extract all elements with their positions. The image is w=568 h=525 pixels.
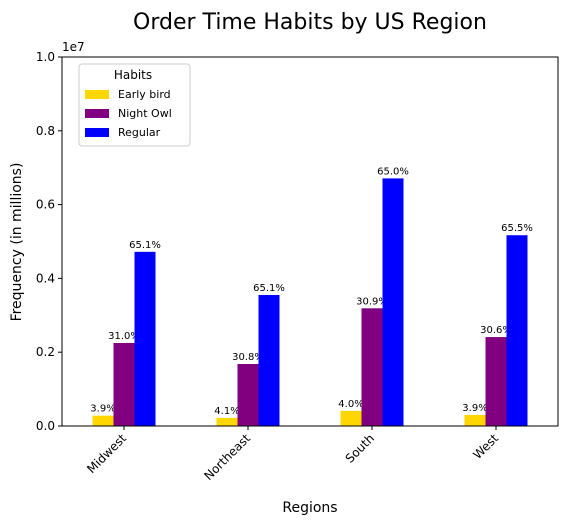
- y-tick-label: 0.6: [36, 198, 55, 212]
- bar-value-label: 65.5%: [501, 223, 533, 234]
- bar-value-label: 30.9%: [356, 296, 388, 307]
- y-axis-label: Frequency (in millions): [9, 163, 25, 322]
- legend-swatch: [85, 109, 109, 118]
- bar-regular-west: [506, 235, 528, 426]
- bar-night-owl-midwest: [113, 342, 135, 426]
- legend-entry-label: Night Owl: [118, 107, 172, 120]
- bar-value-label: 31.0%: [108, 331, 140, 342]
- y-tick-label: 0.4: [36, 271, 55, 285]
- bar-value-label: 3.9%: [90, 404, 115, 415]
- legend: Habits Early bird Night Owl Regular: [78, 63, 191, 147]
- bar-value-label: 30.6%: [480, 325, 512, 336]
- y-tick-label: 0.8: [36, 124, 55, 138]
- x-axis-label: Regions: [282, 500, 337, 516]
- chart-title: Order Time Habits by US Region: [133, 10, 487, 35]
- y-tick-label: 1.0: [36, 50, 55, 64]
- bar-value-label: 65.1%: [253, 283, 285, 294]
- bar-regular-midwest: [134, 251, 156, 426]
- plot-frame: [61, 56, 559, 427]
- bar-early-bird-northeast: [216, 417, 238, 426]
- y-tick-label: 0.2: [36, 345, 55, 359]
- bar-value-label: 30.8%: [232, 352, 264, 363]
- y-offset-label: 1e7: [62, 40, 85, 54]
- legend-box: [78, 63, 191, 147]
- bar-value-label: 3.9%: [462, 403, 487, 414]
- bar-night-owl-west: [485, 337, 507, 426]
- bar-value-label: 65.1%: [129, 240, 161, 251]
- bar-early-bird-west: [464, 414, 486, 426]
- bar-value-label: 65.0%: [377, 166, 409, 177]
- bar-night-owl-south: [361, 308, 383, 426]
- legend-entry-label: Regular: [118, 126, 161, 139]
- x-tick-label: Northeast: [201, 431, 253, 483]
- legend-title: Habits: [114, 68, 152, 82]
- legend-entry-label: Early bird: [118, 88, 171, 101]
- bar-early-bird-south: [340, 410, 362, 426]
- bar-early-bird-midwest: [92, 415, 114, 426]
- legend-swatch: [85, 90, 109, 99]
- x-tick-label: West: [470, 431, 501, 462]
- bar-value-label: 4.0%: [338, 399, 363, 410]
- legend-swatch: [85, 128, 109, 137]
- bar-regular-northeast: [258, 295, 280, 426]
- y-tick-label: 0.0: [36, 419, 55, 433]
- bar-value-label: 4.1%: [214, 406, 239, 417]
- bar-regular-south: [382, 178, 404, 426]
- x-tick-label: South: [343, 431, 378, 466]
- x-tick-label: Midwest: [84, 431, 129, 476]
- bar-night-owl-northeast: [237, 364, 259, 426]
